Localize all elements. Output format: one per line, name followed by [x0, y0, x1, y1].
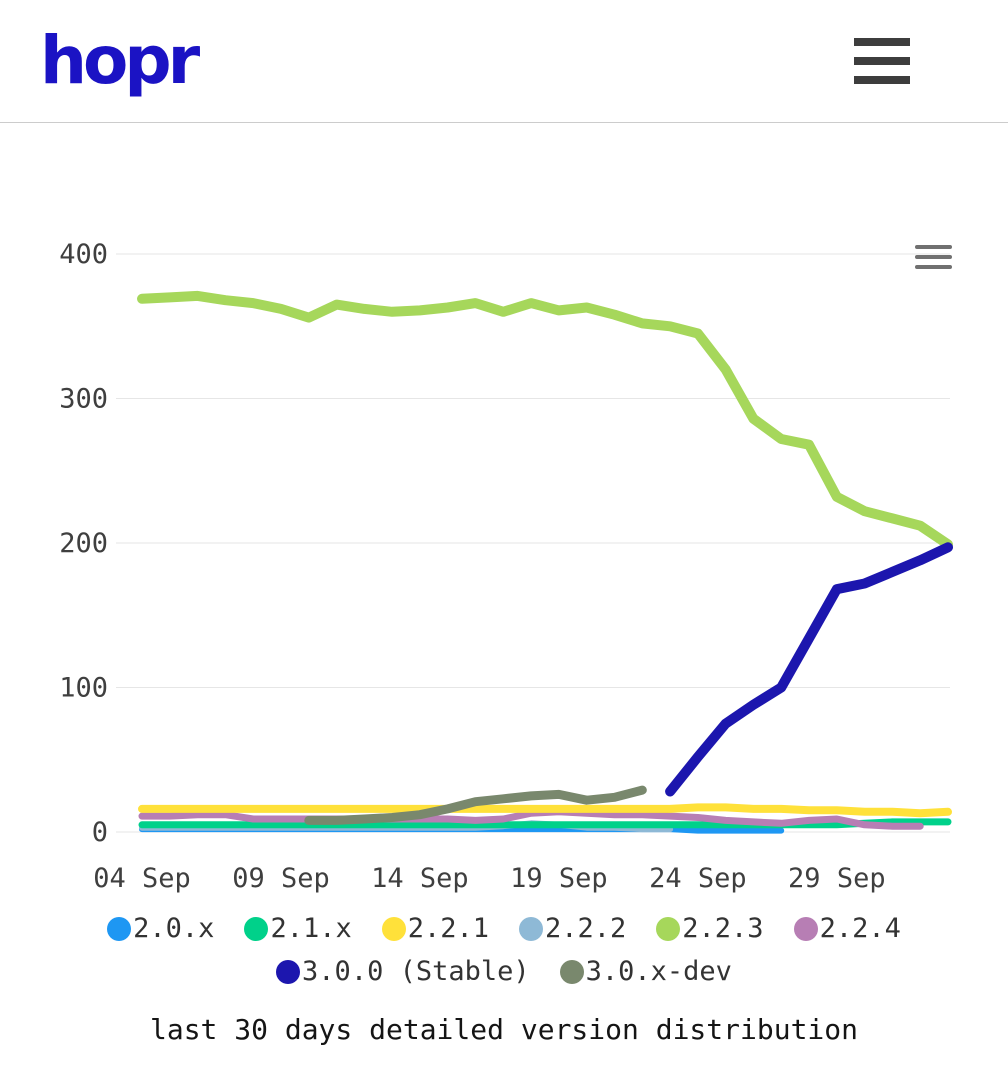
legend-dot-icon [107, 916, 132, 941]
series-line [138, 803, 952, 818]
legend-label: 2.2.4 [819, 913, 901, 944]
legend-dot-icon [244, 916, 269, 941]
series-line [665, 542, 953, 797]
hamburger-icon [854, 57, 910, 65]
y-axis-label: 400 [59, 239, 108, 270]
legend-row-2: 3.0.0 (Stable) 3.0.x-dev [0, 956, 1008, 987]
legend-dot-icon [276, 959, 301, 984]
legend-dot-icon [559, 959, 584, 984]
legend-item[interactable]: 2.2.1 [381, 913, 489, 944]
chart-legend: 2.0.x 2.1.x 2.2.1 2.2.2 2.2.3 2.2.4 3.0.0 (St… [0, 913, 1008, 987]
y-axis-label: 0 [92, 817, 108, 848]
app-header: hopr [0, 0, 1008, 123]
x-axis-label: 24 Sep [649, 863, 747, 894]
chart-context-menu-button[interactable] [915, 245, 952, 269]
y-axis-label: 200 [59, 528, 108, 559]
legend-item[interactable]: 2.2.3 [656, 913, 764, 944]
x-axis-label: 09 Sep [232, 863, 330, 894]
x-axis-label: 04 Sep [93, 863, 191, 894]
chart-menu-icon [915, 265, 952, 269]
legend-item[interactable]: 3.0.x-dev [559, 956, 732, 987]
chart-menu-icon [915, 255, 952, 259]
legend-label: 3.0.x-dev [585, 956, 732, 987]
legend-item[interactable]: 3.0.0 (Stable) [276, 956, 530, 987]
hopr-logo[interactable]: hopr [40, 22, 200, 99]
series-line [304, 785, 647, 825]
legend-label: 2.2.2 [545, 913, 627, 944]
legend-item[interactable]: 2.2.2 [519, 913, 626, 944]
series-line [138, 818, 952, 829]
chart-menu-icon [915, 245, 952, 249]
chart-section: 0 100 200 300 400 04 Sep 09 Sep 14 Sep 19 Sep 24 … [0, 169, 1008, 1066]
legend-dot-icon [793, 916, 818, 941]
hamburger-menu-button[interactable] [854, 38, 910, 84]
legend-dot-icon [656, 916, 681, 941]
hamburger-icon [854, 76, 910, 84]
hamburger-icon [854, 38, 910, 46]
y-axis-label: 300 [59, 384, 108, 415]
x-axis-label: 14 Sep [371, 863, 469, 894]
version-chart: 0 100 200 300 400 04 Sep 09 Sep 14 Sep 19 Sep 24 … [59, 239, 953, 894]
legend-dot-icon [519, 916, 543, 941]
x-axis-label: 29 Sep [788, 863, 886, 894]
legend-label: 2.1.x [270, 913, 352, 944]
legend-item[interactable]: 2.1.x [244, 913, 352, 944]
legend-item[interactable]: 2.2.4 [793, 913, 901, 944]
legend-dot-icon [381, 916, 406, 941]
legend-label: 2.2.3 [682, 913, 764, 944]
series-line [138, 808, 924, 830]
legend-label: 2.0.x [133, 913, 215, 944]
chart-caption: last 30 days detailed version distributi… [149, 1013, 858, 1046]
y-axis-label: 100 [59, 673, 108, 704]
legend-item[interactable]: 2.0.x [107, 913, 214, 944]
x-axis-label: 19 Sep [510, 863, 608, 894]
legend-label: 3.0.0 (Stable) [302, 956, 530, 987]
legend-label: 2.2.1 [407, 913, 489, 944]
legend-row-1: 2.0.x 2.1.x 2.2.1 2.2.2 2.2.3 2.2.4 [0, 913, 1008, 944]
series-line [137, 290, 953, 550]
